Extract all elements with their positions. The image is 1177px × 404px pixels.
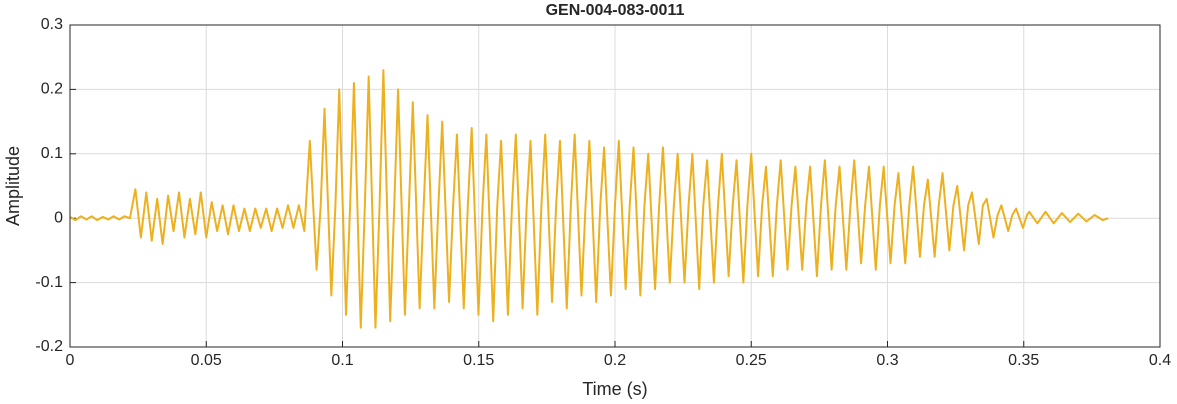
x-tick-label: 0 [66,352,75,369]
y-tick-label: 0.2 [41,81,63,98]
y-tick-label: -0.1 [35,274,63,291]
x-tick-label: 0.2 [604,352,626,369]
y-tick-label: 0.3 [41,16,63,33]
waveform-line [69,69,1109,329]
x-tick-label: 0.25 [736,352,767,369]
y-tick-label: 0 [54,209,63,226]
x-tick-label: 0.15 [463,352,494,369]
y-tick-label: 0.1 [41,145,63,162]
x-tick-label: 0.05 [191,352,222,369]
x-tick-label: 0.1 [331,352,353,369]
x-tick-label: 0.3 [876,352,898,369]
y-axis-label: Amplitude [3,146,23,226]
plot-frame [69,24,1161,348]
chart-title: GEN-004-083-0011 [546,2,685,19]
y-tick-label: -0.2 [35,338,63,355]
x-tick-label: 0.4 [1149,352,1171,369]
x-tick-label: 0.35 [1008,352,1039,369]
x-axis-label: Time (s) [582,379,647,399]
